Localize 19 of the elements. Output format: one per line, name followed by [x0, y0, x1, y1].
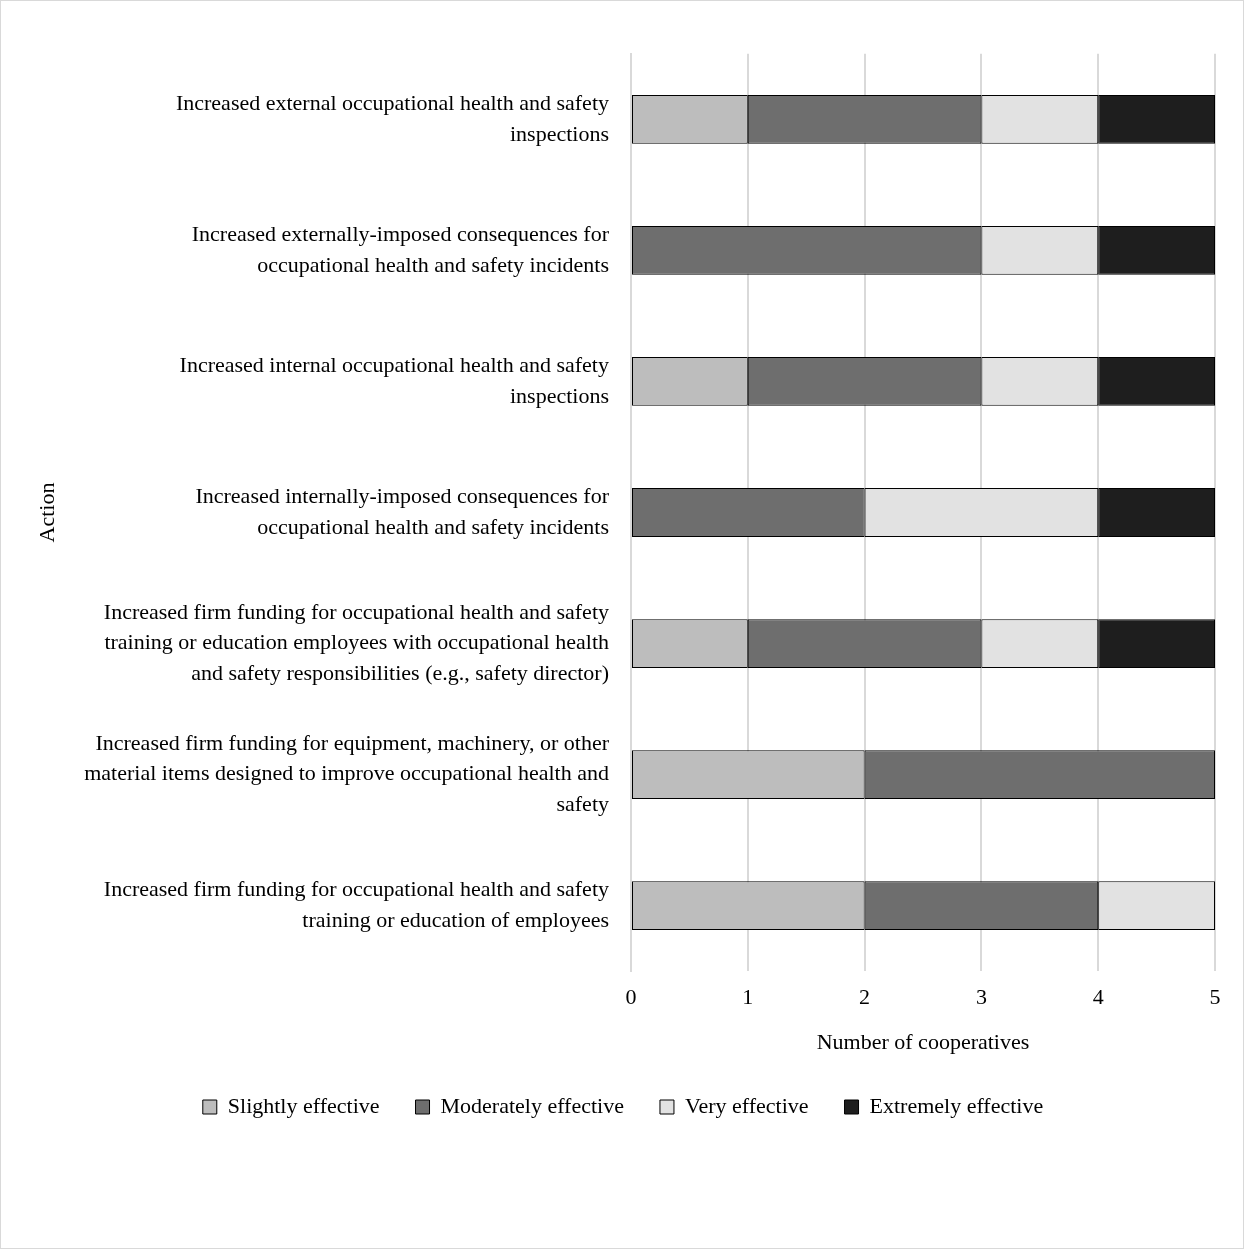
x-tick-label: 3: [975, 984, 987, 1010]
y-tick-label: Increased internal occupational health and safety inspections: [179, 351, 609, 408]
y-tick-label: Increased firm funding for occupational health and safety training or education of employees: [103, 876, 609, 932]
legend-label: Moderately effective: [440, 1092, 624, 1118]
x-tick-label: 1: [742, 984, 754, 1010]
x-tick-label: 4: [1092, 984, 1104, 1010]
legend-label: Slightly effective: [227, 1092, 380, 1118]
y-axis-title: Action: [33, 482, 59, 543]
y-tick-label: Increased externally-imposed consequences for occupational health and safety incidents: [191, 220, 610, 277]
legend-label: Very effective: [684, 1092, 809, 1118]
y-tick-label: Increased firm funding for equipment, machinery, or other material items designed to improve occupational health and safety: [84, 729, 610, 817]
x-tick-label: 2: [859, 984, 871, 1010]
x-axis-title: Number of cooperatives: [816, 1028, 1030, 1054]
y-tick-label: Increased firm funding for occupational health and safety training or education employees with occupational health and safety responsibilities (e.g., safety director): [103, 598, 609, 686]
x-tick-label: 5: [1209, 984, 1221, 1010]
x-tick-label: 0: [625, 984, 637, 1010]
y-tick-label: Increased external occupational health and safety inspections: [175, 89, 609, 146]
y-tick-label: Increased internally-imposed consequences for occupational health and safety incidents: [195, 482, 610, 539]
legend-label: Extremely effective: [869, 1092, 1044, 1118]
